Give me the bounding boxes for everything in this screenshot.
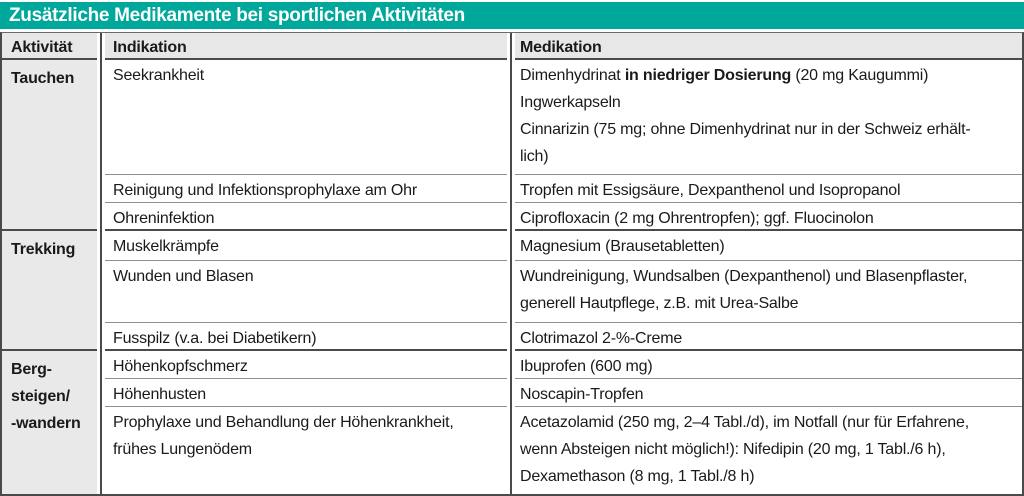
medication-cell: Clotrimazol 2-%-Creme xyxy=(510,323,1022,351)
medication-table: Aktivität Indikation Medikation Tauchen … xyxy=(0,32,1024,496)
column-header-medication: Medikation xyxy=(510,33,1022,60)
medication-cell: Magnesium (Brausetabletten) xyxy=(510,231,1022,261)
indication-cell: Wunden und Blasen xyxy=(103,261,510,323)
medication-cell: Noscapin-Tropfen xyxy=(510,379,1022,407)
indication-cell: Prophylaxe und Behandlung der Höhenkrank… xyxy=(103,407,510,494)
indication-cell: Muskelkrämpfe xyxy=(103,231,510,261)
indication-cell: Ohreninfektion xyxy=(103,203,510,231)
medication-cell: Dimenhydrinat in niedriger Dosierung (20… xyxy=(510,60,1022,175)
medication-text: Dimenhydrinat xyxy=(520,67,625,84)
activity-cell-tauchen: Tauchen xyxy=(2,60,103,231)
medication-cell: Ciprofloxacin (2 mg Ohrentropfen); ggf. … xyxy=(510,203,1022,231)
medication-cell: Tropfen mit Essigsäure, Dexpanthenol und… xyxy=(510,175,1022,203)
medication-cell: Ibuprofen (600 mg) xyxy=(510,351,1022,379)
column-divider-1 xyxy=(97,33,105,494)
table-title: Zusätzliche Medikamente bei sportlichen … xyxy=(0,2,1024,29)
indication-cell: Höhenkopfschmerz xyxy=(103,351,510,379)
indication-cell: Fusspilz (v.a. bei Diabetikern) xyxy=(103,323,510,351)
indication-cell: Seekrankheit xyxy=(103,60,510,175)
medication-text-bold: in niedriger Dosierung xyxy=(624,67,792,84)
activity-cell-bergsteigen: Berg- steigen/ -wandern xyxy=(2,351,103,494)
activity-cell-trekking: Trekking xyxy=(2,231,103,351)
indication-cell: Reinigung und Infektionsprophylaxe am Oh… xyxy=(103,175,510,203)
column-header-indication: Indikation xyxy=(103,33,510,60)
medication-cell: Acetazolamid (250 mg, 2–4 Tabl./d), im N… xyxy=(510,407,1022,494)
medication-text: (20 mg Kaugummi) Ingwerkapseln Cinnarizi… xyxy=(520,67,971,165)
column-divider-2 xyxy=(507,33,515,494)
medication-cell: Wundreinigung, Wundsalben (Dexpanthenol)… xyxy=(510,261,1022,323)
indication-cell: Höhenhusten xyxy=(103,379,510,407)
column-header-activity: Aktivität xyxy=(2,33,103,60)
